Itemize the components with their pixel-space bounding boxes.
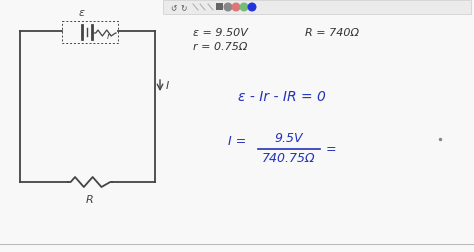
Text: =: = (326, 143, 337, 156)
Text: R = 740Ω: R = 740Ω (305, 28, 359, 38)
Text: ε - Ir - IR = 0: ε - Ir - IR = 0 (238, 90, 326, 104)
Text: R: R (86, 194, 94, 204)
Circle shape (248, 4, 256, 12)
Text: ↻: ↻ (180, 4, 186, 13)
Text: 740.75Ω: 740.75Ω (262, 151, 316, 164)
Text: 9.5V: 9.5V (275, 132, 303, 144)
Bar (216, 4, 223, 11)
Text: ε = 9.50V: ε = 9.50V (193, 28, 248, 38)
Text: r: r (106, 32, 110, 41)
Text: I: I (166, 81, 169, 91)
Circle shape (224, 4, 232, 12)
Circle shape (232, 4, 240, 12)
Bar (163, 1, 471, 15)
Text: r = 0.75Ω: r = 0.75Ω (193, 42, 247, 52)
Circle shape (240, 4, 248, 12)
Text: ↺: ↺ (170, 4, 176, 13)
Text: ε: ε (79, 8, 84, 18)
Text: I =: I = (228, 135, 246, 147)
Bar (62, 22, 118, 44)
